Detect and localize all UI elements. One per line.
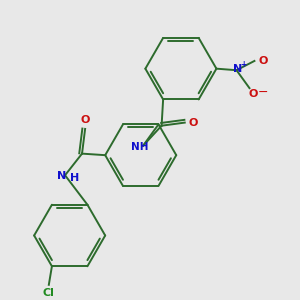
Text: O: O <box>248 89 258 99</box>
Text: NH: NH <box>131 142 149 152</box>
Text: O: O <box>258 56 268 66</box>
Text: −: − <box>257 86 268 99</box>
Text: H: H <box>70 173 79 183</box>
Text: N: N <box>233 64 243 74</box>
Text: N: N <box>57 171 66 181</box>
Text: O: O <box>189 118 198 128</box>
Text: +: + <box>240 59 246 68</box>
Text: Cl: Cl <box>42 289 54 298</box>
Text: O: O <box>80 115 90 125</box>
